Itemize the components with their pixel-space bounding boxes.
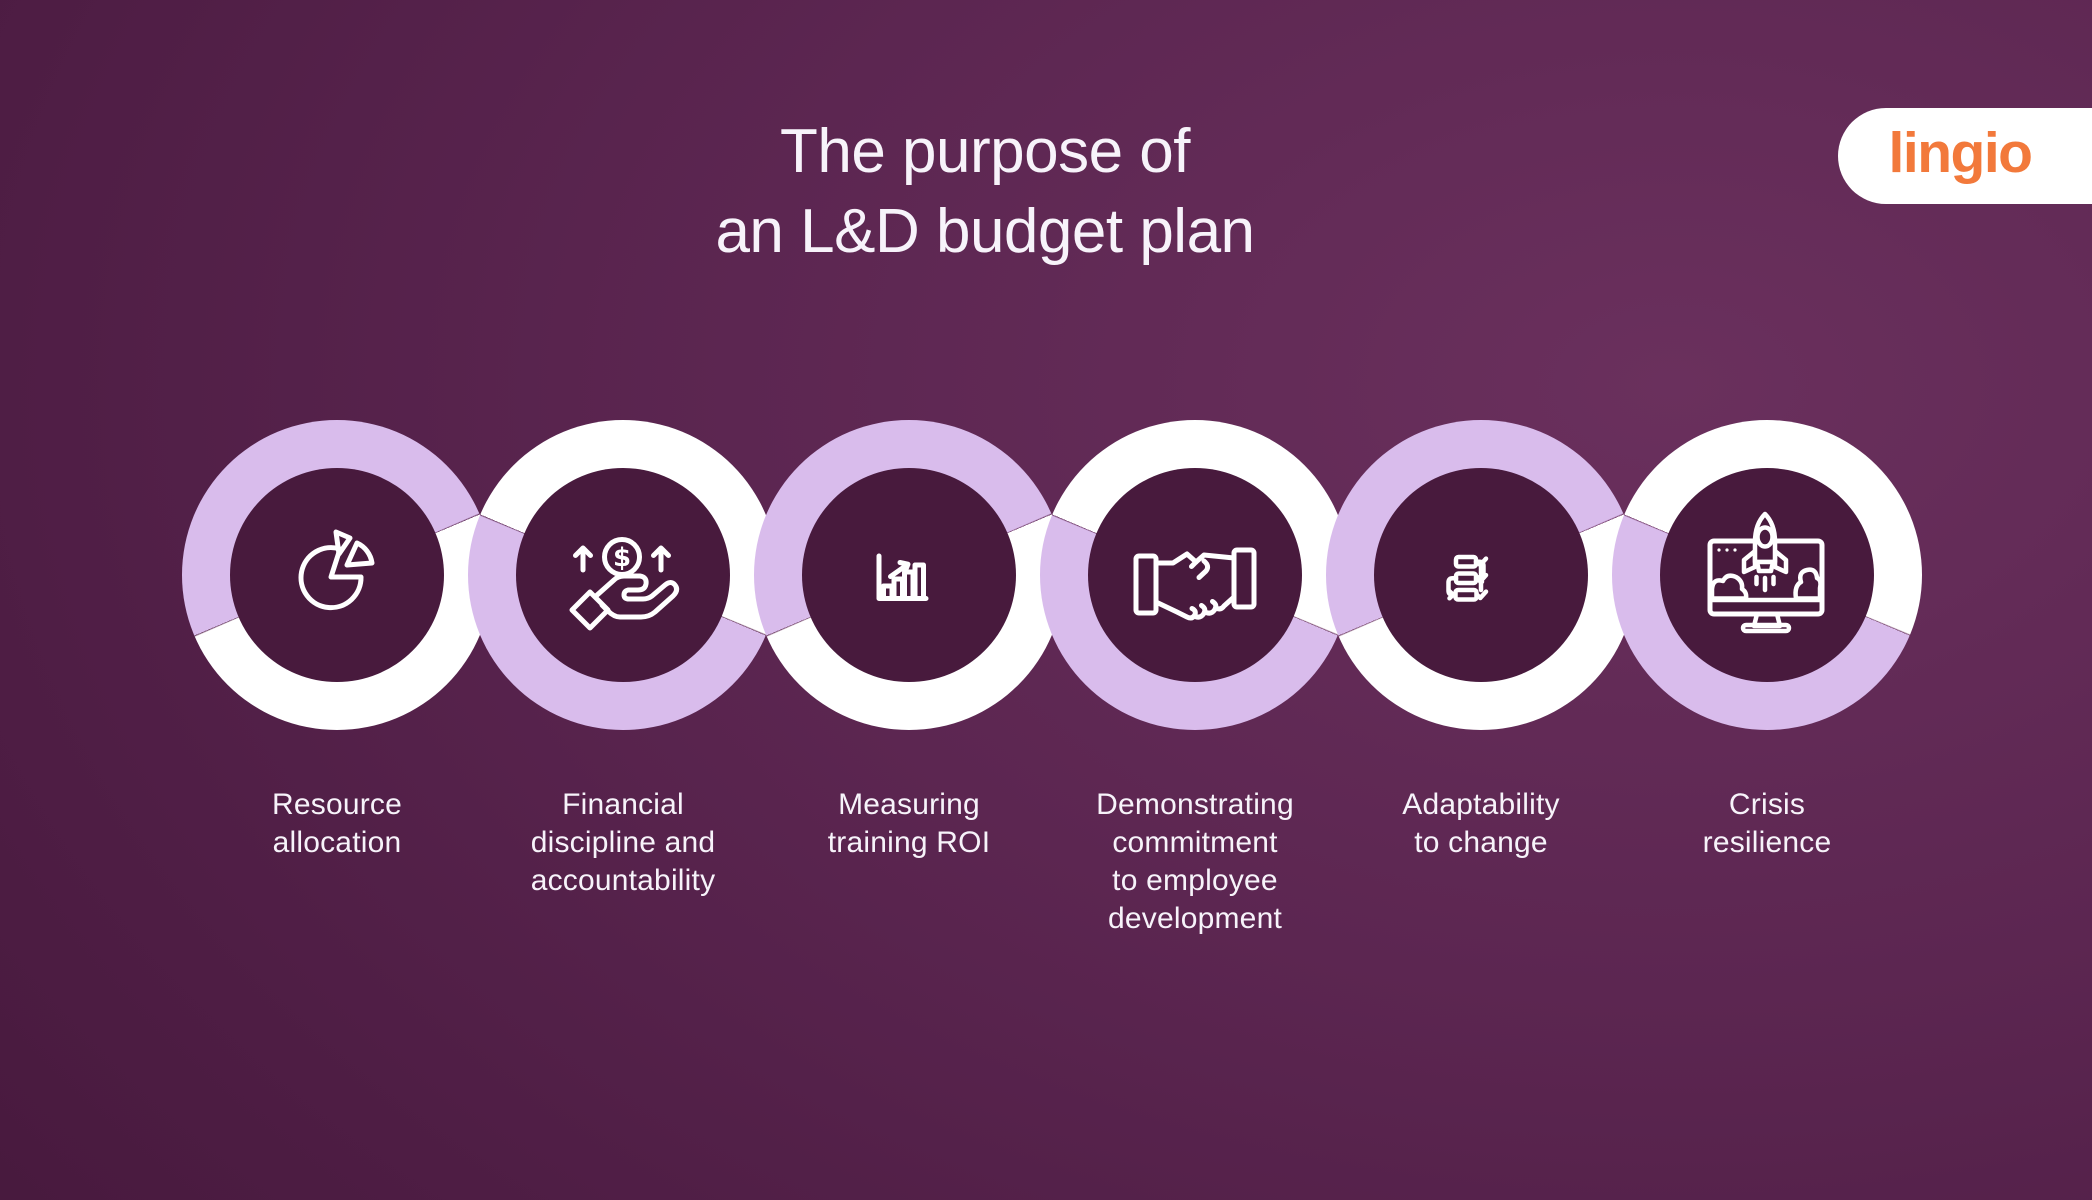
circle-interior (1660, 468, 1874, 682)
pie-chart-icon (298, 529, 375, 611)
svg-text:$: $ (613, 543, 631, 573)
brand-logo: lingio (1838, 108, 2092, 204)
bar-chart-growth-icon (876, 553, 929, 601)
flowchart-checkmarks-icon (1446, 554, 1489, 602)
hand-receiving-money-icon: $ (569, 537, 680, 631)
circle-interior (1088, 468, 1302, 682)
item-label: Financial discipline and accountability (530, 788, 716, 897)
item-label: Measuring training ROI (827, 788, 991, 859)
item-label: Resource allocation (272, 788, 402, 859)
rocket-launch-monitor-icon (1707, 511, 1825, 634)
item-label: Demonstrating commitment to employee dev… (1096, 788, 1294, 935)
circle-interior (802, 468, 1016, 682)
item-label: Adaptability to change (1402, 788, 1560, 859)
logo-text: lingio (1888, 121, 2033, 185)
handshake-icon (1133, 547, 1257, 621)
item-label: Crisis resilience (1702, 788, 1832, 859)
page-title: The purpose of an L&D budget plan (715, 117, 1255, 266)
